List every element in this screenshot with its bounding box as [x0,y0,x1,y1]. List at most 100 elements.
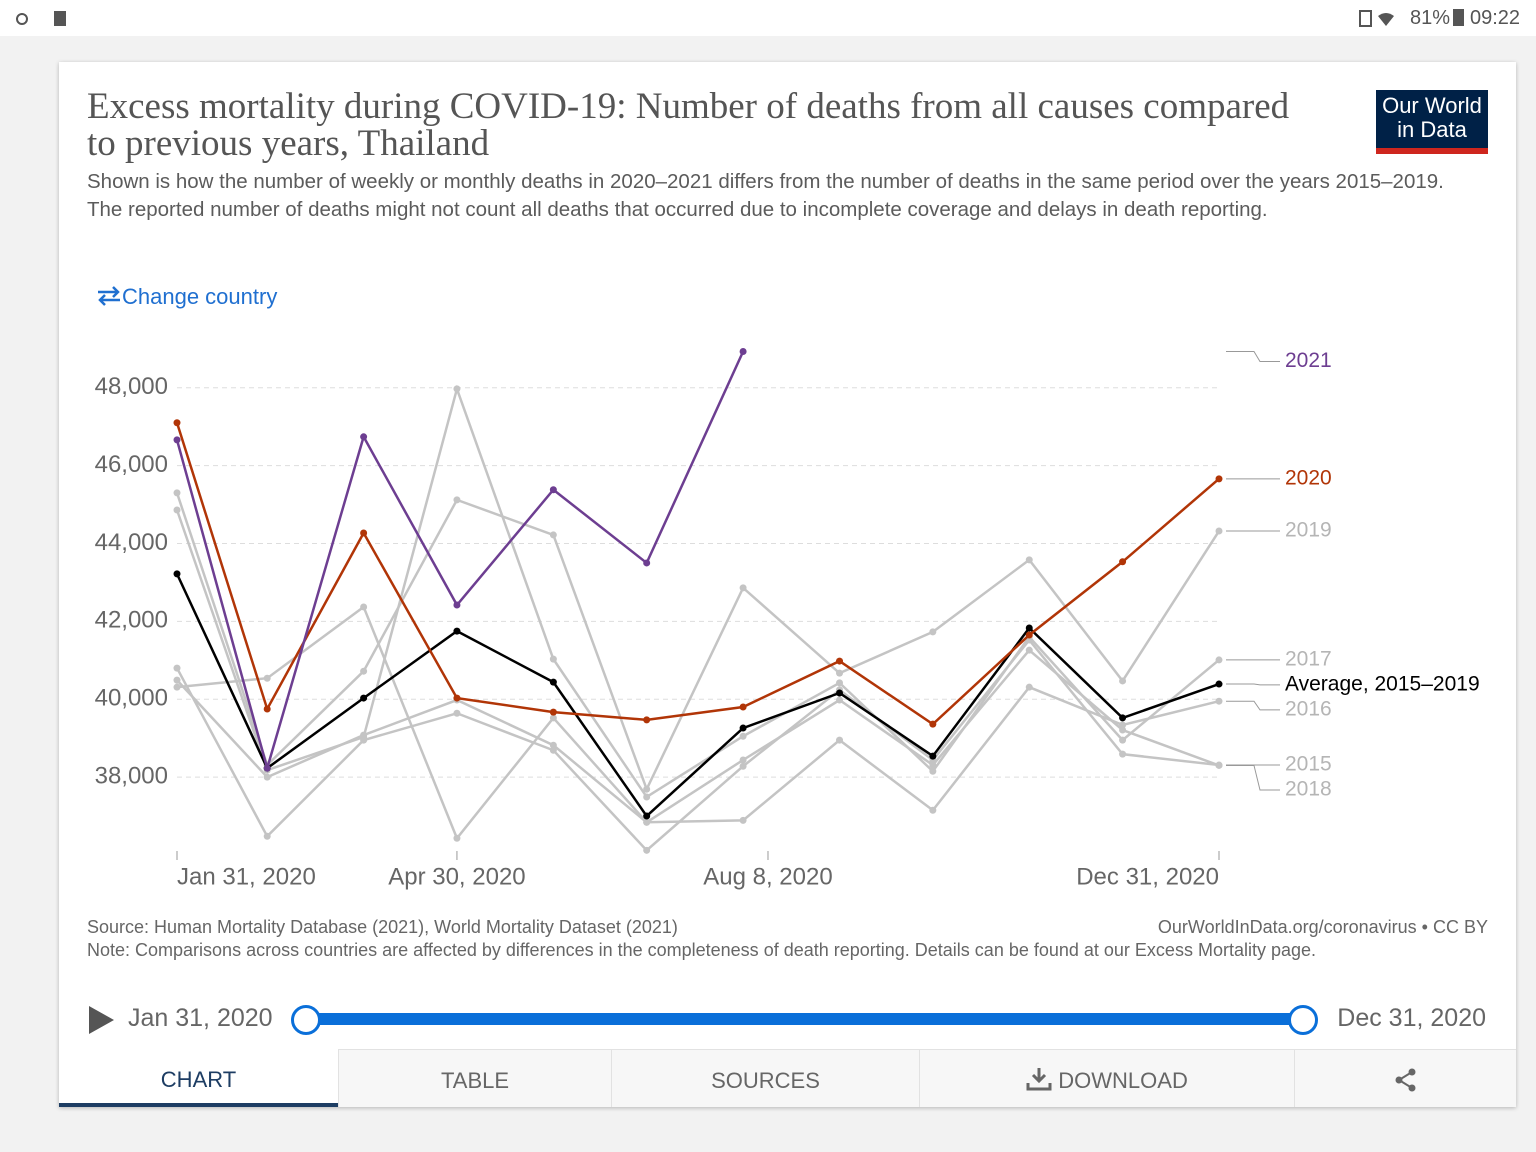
data-point [739,584,747,592]
data-point [1215,761,1223,769]
data-point [739,724,747,732]
data-point [836,696,844,704]
data-point [1119,677,1127,685]
x-tick-label: Aug 8, 2020 [703,863,832,890]
data-point [453,709,461,717]
tab-chart[interactable]: CHART [59,1049,338,1107]
tab-table[interactable]: TABLE [338,1049,611,1107]
data-point [360,667,368,675]
data-point [1215,656,1223,664]
data-point [173,489,181,497]
download-icon [1026,1068,1052,1091]
legend-label: 2020 [1285,466,1332,489]
play-button[interactable] [86,1004,116,1036]
data-point [929,752,937,760]
data-point [1215,527,1223,535]
data-point [549,486,557,494]
x-tick-label: Apr 30, 2020 [388,863,525,890]
data-point [929,806,937,814]
timeline-end: Dec 31, 2020 [1337,1004,1486,1032]
series-line [176,648,1220,824]
data-point [739,756,747,764]
legend-label: 2017 [1285,647,1332,670]
data-point [836,657,844,665]
data-point [173,570,181,578]
chart-title: Excess mortality during COVID-19: Number… [87,86,1290,164]
timeline-handle[interactable] [291,1005,321,1035]
data-point [929,628,937,636]
data-point [739,732,747,740]
data-point [1119,721,1127,729]
logo[interactable]: Our World in Data [1376,90,1488,154]
data-point [1025,631,1033,639]
y-tick-label: 38,000 [95,762,168,789]
series-line [175,573,1220,818]
data-point [549,746,557,754]
data-point [1025,683,1033,691]
data-point [173,419,181,427]
data-point [1025,646,1033,654]
data-point [173,664,181,672]
data-point [173,436,181,444]
tab-share[interactable] [1294,1049,1516,1107]
data-point [1119,726,1127,734]
legend-connector [1226,351,1280,363]
data-point [549,655,557,663]
data-point [1119,750,1127,758]
timeline-track[interactable] [305,1013,1302,1025]
y-tick-label: 42,000 [95,607,168,634]
legend-connector [1226,764,1280,791]
data-point [739,816,747,824]
data-point [929,720,937,728]
data-point [549,678,557,686]
data-point [263,764,271,772]
data-point [549,741,557,749]
tab-download-label: DOWNLOAD [1058,1068,1188,1093]
legend-label: 2019 [1285,519,1332,542]
legend-connector [1226,700,1280,711]
data-point [643,785,651,793]
data-point [1025,624,1033,632]
data-point [1215,697,1223,705]
logo-line: in Data [1397,117,1467,142]
series-line [175,492,1221,793]
clock: 09:22 [1470,7,1521,29]
data-point [453,627,461,635]
data-point [453,694,461,702]
battery-icon [1453,9,1464,26]
tab-sources[interactable]: SOURCES [611,1049,919,1107]
swap-icon [98,286,120,306]
legend-label: 2018 [1285,778,1332,801]
data-point [549,708,557,716]
timeline-handle[interactable] [1288,1005,1318,1035]
data-point [453,385,461,393]
data-point [453,834,461,842]
credit[interactable]: OurWorldInData.org/coronavirus • CC BY [1157,917,1488,937]
data-point [453,601,461,609]
battery: 81% [1410,7,1451,29]
data-point [643,846,651,854]
y-tick-label: 40,000 [95,685,168,712]
change-country[interactable]: Change country [96,284,277,310]
card [59,62,1516,1107]
status-icons [1359,10,1394,27]
y-tick-label: 44,000 [95,529,168,556]
x-tick-label: Jan 31, 2020 [177,863,316,890]
data-point [360,733,368,741]
logo-line: Our World [1382,93,1482,118]
data-point [739,762,747,770]
data-point [643,559,651,567]
tab-download[interactable]: DOWNLOAD [919,1049,1294,1107]
data-point [263,832,271,840]
series-line [175,350,745,773]
series-line [175,638,1220,853]
data-point [836,669,844,677]
data-point [643,793,651,801]
data-point [643,812,651,820]
legend-label: Average, 2015–2019 [1285,672,1480,695]
y-tick-label: 46,000 [95,451,168,478]
data-point [836,679,844,687]
data-point [929,767,937,775]
status-icons [16,11,66,26]
